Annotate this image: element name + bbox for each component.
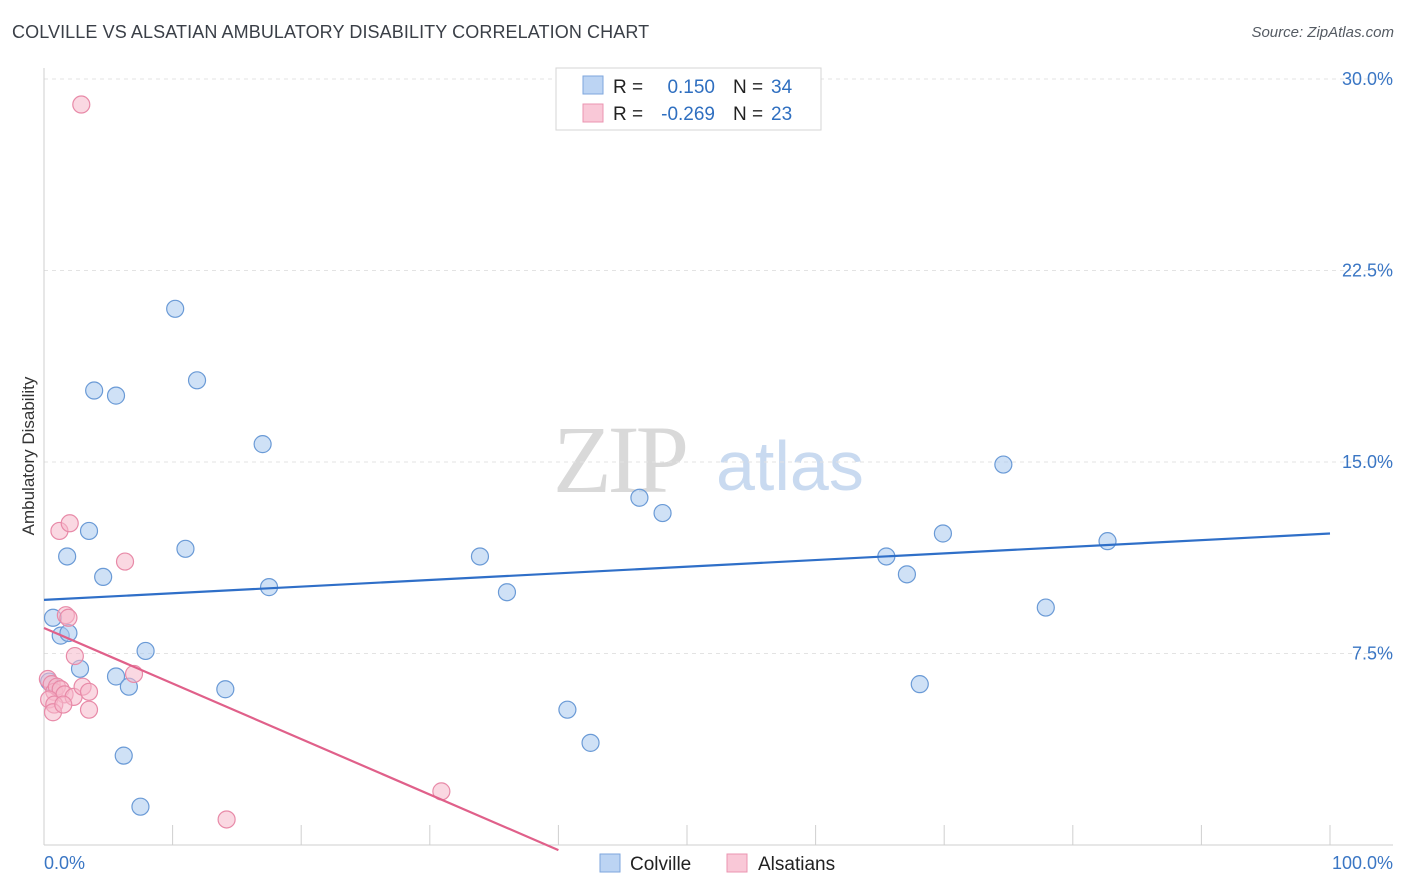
colville-point-32 (1036, 598, 1055, 617)
colville-point-33 (1098, 532, 1117, 551)
colville-point-4 (58, 547, 77, 566)
legend-n-label-1: N = (733, 77, 763, 98)
colville-point-31 (994, 455, 1013, 474)
trend-lines (43, 532, 1331, 852)
colville-point-11 (136, 641, 155, 661)
colville-point-25 (630, 488, 649, 507)
alsatians-point-17 (54, 695, 73, 714)
colville-point-7 (85, 381, 104, 400)
colville-point-13 (176, 539, 195, 558)
colville-point-21 (470, 547, 490, 566)
stats-legend: R = 0.150 N = 34 R = -0.269 N = 23 (555, 67, 822, 131)
legend-n-value-1: 34 (771, 77, 793, 98)
legend-r-value-1: 0.150 (667, 77, 715, 98)
colville-point-8 (106, 386, 126, 405)
legend-n-value-2: 23 (771, 104, 792, 125)
alsatians-trend-line (43, 626, 559, 852)
watermark-atlas: atlas (716, 427, 864, 505)
x-tick-label-0: 0.0% (44, 853, 85, 873)
colville-point-12 (166, 299, 185, 318)
legend-swatch-colville (582, 75, 604, 95)
gridlines (44, 78, 1393, 654)
bottom-legend-alsatians: Alsatians (758, 854, 835, 875)
bottom-legend-colville: Colville (630, 854, 691, 875)
colville-point-15 (216, 680, 235, 699)
colville-point-16 (253, 435, 272, 454)
source-label: Source: ZipAtlas.com (1251, 24, 1394, 41)
colville-point-19 (114, 746, 133, 765)
legend-r-label-2: R = (613, 104, 643, 125)
colville-point-14 (187, 371, 207, 390)
colville-point-22 (497, 583, 517, 602)
axes (43, 68, 1393, 846)
alsatians-point-19 (79, 682, 99, 701)
colville-point-30 (933, 524, 953, 543)
y-axis-label: Ambulatory Disability (19, 376, 38, 535)
colville-point-9 (106, 667, 126, 686)
alsatians-point-5 (59, 608, 78, 627)
series-alsatians (38, 95, 451, 829)
x-tick-labels: 0.0% 100.0% (44, 853, 1393, 873)
alsatians-point-0 (72, 95, 91, 114)
alsatians-point-21 (79, 700, 99, 719)
y-tick-label-2: 22.5% (1342, 261, 1393, 281)
colville-point-28 (897, 565, 917, 584)
colville-point-29 (910, 675, 929, 694)
y-tick-labels: 7.5% 15.0% 22.5% 30.0% (1342, 69, 1393, 664)
y-tick-label-0: 7.5% (1352, 644, 1393, 664)
series-legend: Colville Alsatians (599, 853, 835, 875)
watermark-zip: ZIP (553, 406, 686, 513)
chart-title: COLVILLE VS ALSATIAN AMBULATORY DISABILI… (12, 22, 650, 42)
x-tick-label-1: 100.0% (1332, 853, 1393, 873)
bottom-legend-swatch-colville (599, 853, 621, 873)
alsatians-point-6 (65, 646, 84, 666)
colville-point-24 (581, 733, 600, 752)
y-tick-label-3: 30.0% (1342, 69, 1393, 89)
colville-point-6 (94, 567, 113, 587)
legend-swatch-alsatians (582, 103, 604, 123)
bottom-legend-swatch-alsatians (726, 853, 748, 873)
colville-point-18 (131, 797, 150, 816)
alsatians-point-2 (60, 514, 79, 533)
colville-trend-line (43, 532, 1331, 601)
alsatians-point-23 (217, 810, 236, 829)
legend-r-label-1: R = (613, 77, 643, 98)
colville-point-5 (79, 521, 99, 541)
y-tick-label-1: 15.0% (1342, 452, 1393, 472)
legend-n-label-2: N = (733, 104, 763, 125)
series-colville (40, 299, 1117, 816)
alsatians-point-3 (115, 552, 135, 571)
colville-point-26 (653, 503, 672, 523)
watermark: ZIP atlas (553, 406, 864, 513)
legend-r-value-2: -0.269 (661, 104, 715, 125)
colville-point-23 (558, 700, 577, 719)
